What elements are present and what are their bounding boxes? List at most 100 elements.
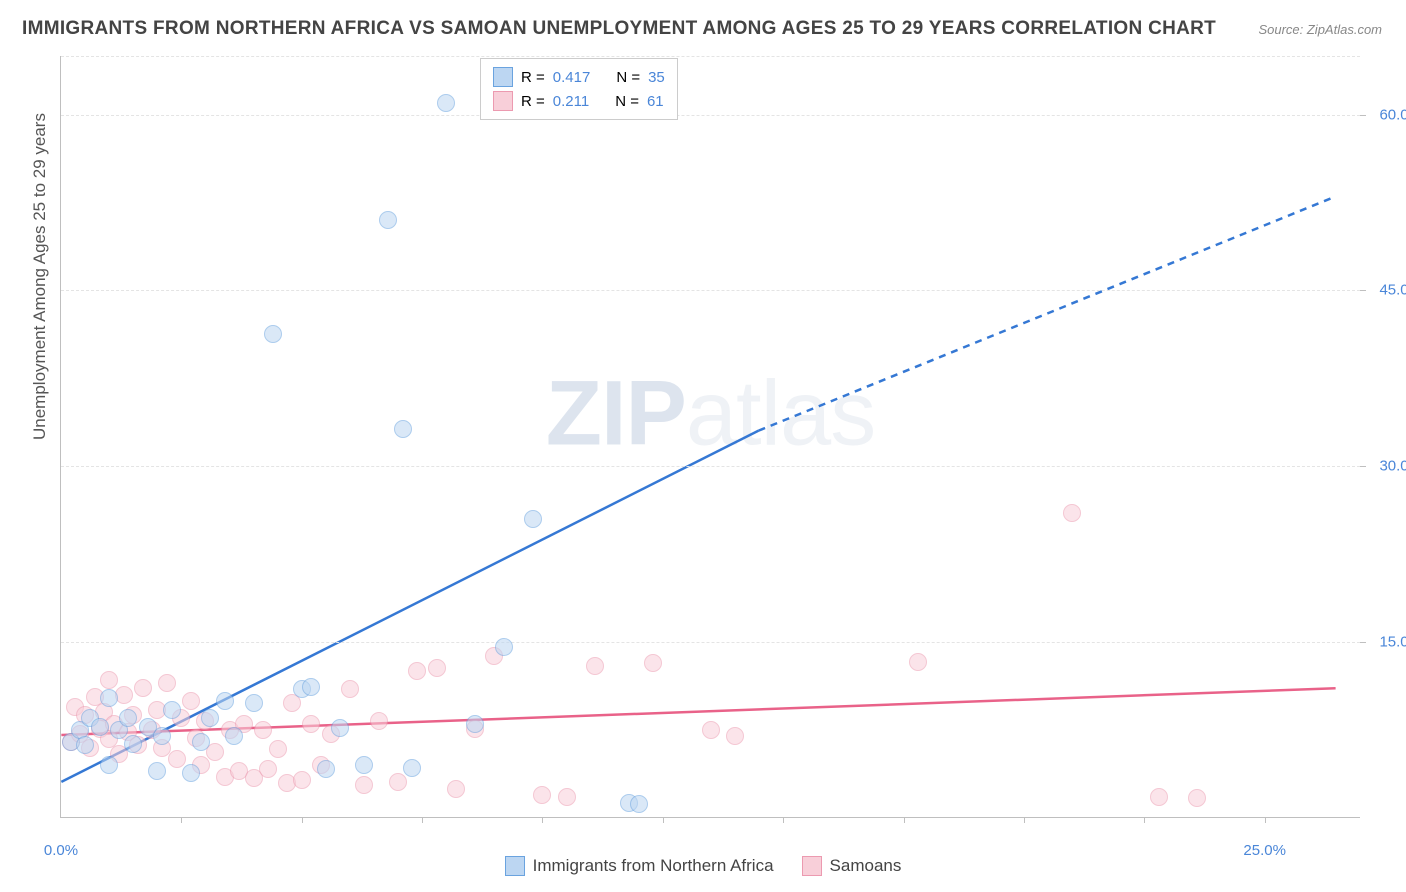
n-label: N = bbox=[615, 93, 639, 110]
point-pink bbox=[134, 679, 152, 697]
point-blue bbox=[201, 709, 219, 727]
point-blue bbox=[394, 420, 412, 438]
point-pink bbox=[389, 773, 407, 791]
point-blue bbox=[403, 759, 421, 777]
y-tick bbox=[1360, 642, 1366, 643]
x-tick bbox=[1144, 817, 1145, 823]
point-pink bbox=[428, 659, 446, 677]
r-value-blue: 0.417 bbox=[553, 69, 591, 86]
point-pink bbox=[182, 692, 200, 710]
point-blue bbox=[153, 727, 171, 745]
legend-label-pink: Samoans bbox=[830, 856, 902, 876]
x-tick bbox=[422, 817, 423, 823]
point-pink bbox=[726, 727, 744, 745]
point-blue bbox=[182, 764, 200, 782]
legend-item-blue: Immigrants from Northern Africa bbox=[505, 856, 774, 876]
point-pink bbox=[269, 740, 287, 758]
y-tick-label: 60.0% bbox=[1379, 106, 1406, 123]
point-pink bbox=[533, 786, 551, 804]
point-blue bbox=[331, 719, 349, 737]
point-blue bbox=[302, 678, 320, 696]
point-blue bbox=[264, 325, 282, 343]
point-blue bbox=[524, 510, 542, 528]
point-pink bbox=[1188, 789, 1206, 807]
legend-row-pink: R = 0.211 N = 61 bbox=[493, 89, 665, 113]
point-pink bbox=[558, 788, 576, 806]
x-tick bbox=[663, 817, 664, 823]
point-pink bbox=[1063, 504, 1081, 522]
point-pink bbox=[1150, 788, 1168, 806]
n-label: N = bbox=[616, 69, 640, 86]
legend-item-pink: Samoans bbox=[802, 856, 902, 876]
point-blue bbox=[225, 727, 243, 745]
point-blue bbox=[317, 760, 335, 778]
y-tick-label: 15.0% bbox=[1379, 634, 1406, 651]
point-pink bbox=[168, 750, 186, 768]
point-pink bbox=[341, 680, 359, 698]
point-pink bbox=[644, 654, 662, 672]
point-blue bbox=[466, 715, 484, 733]
point-blue bbox=[124, 735, 142, 753]
n-value-blue: 35 bbox=[648, 69, 665, 86]
chart-title: IMMIGRANTS FROM NORTHERN AFRICA VS SAMOA… bbox=[22, 18, 1216, 40]
r-label: R = bbox=[521, 93, 545, 110]
point-pink bbox=[447, 780, 465, 798]
r-label: R = bbox=[521, 69, 545, 86]
watermark: ZIPatlas bbox=[546, 361, 875, 466]
legend-label-blue: Immigrants from Northern Africa bbox=[533, 856, 774, 876]
legend-row-blue: R = 0.417 N = 35 bbox=[493, 65, 665, 89]
source-attribution: Source: ZipAtlas.com bbox=[1258, 22, 1382, 37]
point-pink bbox=[206, 743, 224, 761]
point-blue bbox=[630, 795, 648, 813]
watermark-rest: atlas bbox=[686, 362, 875, 464]
gridline-h bbox=[61, 115, 1360, 116]
x-tick bbox=[1265, 817, 1266, 823]
y-tick-label: 45.0% bbox=[1379, 282, 1406, 299]
point-pink bbox=[254, 721, 272, 739]
point-pink bbox=[259, 760, 277, 778]
y-tick bbox=[1360, 466, 1366, 467]
legend-correlation: R = 0.417 N = 35 R = 0.211 N = 61 bbox=[480, 58, 678, 120]
point-blue bbox=[495, 638, 513, 656]
watermark-bold: ZIP bbox=[546, 362, 686, 464]
point-pink bbox=[586, 657, 604, 675]
point-blue bbox=[437, 94, 455, 112]
point-pink bbox=[408, 662, 426, 680]
point-blue bbox=[163, 701, 181, 719]
point-blue bbox=[355, 756, 373, 774]
x-tick bbox=[302, 817, 303, 823]
point-pink bbox=[293, 771, 311, 789]
r-value-pink: 0.211 bbox=[553, 93, 589, 110]
y-tick bbox=[1360, 115, 1366, 116]
x-tick bbox=[904, 817, 905, 823]
swatch-pink bbox=[493, 91, 513, 111]
swatch-blue bbox=[505, 856, 525, 876]
x-tick bbox=[1024, 817, 1025, 823]
point-blue bbox=[91, 718, 109, 736]
point-pink bbox=[100, 671, 118, 689]
plot-area: ZIPatlas 15.0%30.0%45.0%60.0%0.0%25.0% bbox=[60, 56, 1360, 818]
point-blue bbox=[245, 694, 263, 712]
point-blue bbox=[100, 756, 118, 774]
y-axis-label: Unemployment Among Ages 25 to 29 years bbox=[30, 113, 50, 440]
point-blue bbox=[148, 762, 166, 780]
point-blue bbox=[100, 689, 118, 707]
gridline-h bbox=[61, 642, 1360, 643]
trendline bbox=[759, 196, 1336, 430]
point-pink bbox=[355, 776, 373, 794]
point-blue bbox=[216, 692, 234, 710]
gridline-h bbox=[61, 466, 1360, 467]
x-tick bbox=[783, 817, 784, 823]
x-tick bbox=[181, 817, 182, 823]
point-pink bbox=[702, 721, 720, 739]
gridline-h bbox=[61, 290, 1360, 291]
point-blue bbox=[76, 736, 94, 754]
point-blue bbox=[379, 211, 397, 229]
x-tick bbox=[542, 817, 543, 823]
n-value-pink: 61 bbox=[647, 93, 664, 110]
point-pink bbox=[370, 712, 388, 730]
point-pink bbox=[909, 653, 927, 671]
swatch-pink bbox=[802, 856, 822, 876]
swatch-blue bbox=[493, 67, 513, 87]
y-tick bbox=[1360, 290, 1366, 291]
